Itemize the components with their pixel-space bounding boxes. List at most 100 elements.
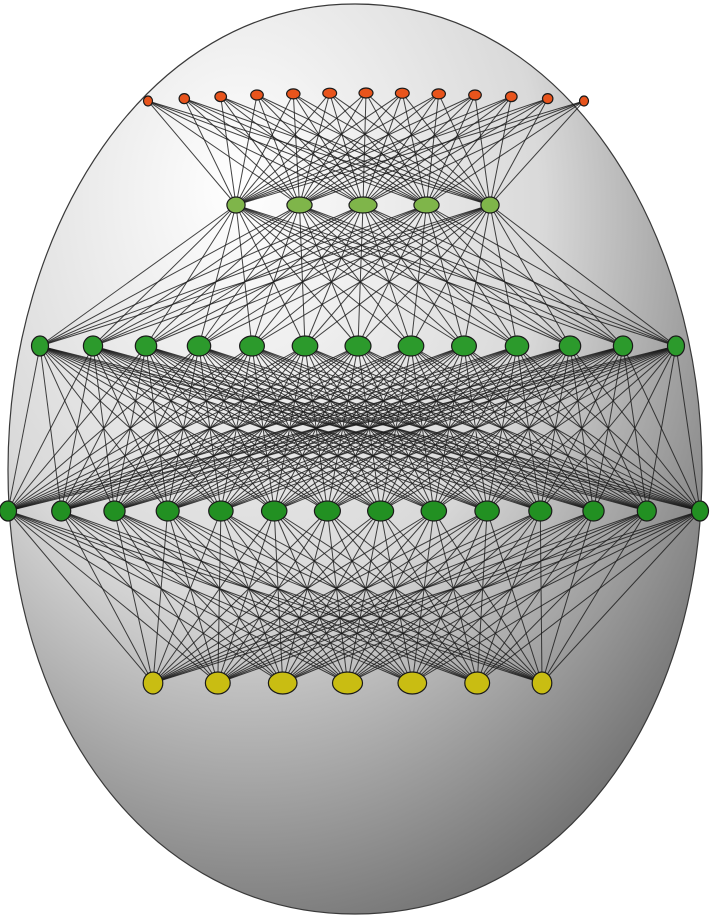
edge-upper-middle-4-band-a-12 [489, 204, 677, 347]
edge-upper-middle-4-band-a-0 [39, 204, 491, 347]
node-top-9 [468, 89, 482, 101]
edge-top-6-upper-middle-1 [299, 92, 367, 206]
node-band-b-2 [103, 500, 126, 522]
node-band-a-10 [558, 335, 582, 357]
edge-top-5-upper-middle-1 [299, 93, 331, 206]
node-band-b-4 [208, 500, 234, 522]
edge-band-b-10-bottom-0 [152, 510, 541, 684]
node-top-8 [431, 88, 446, 100]
edge-top-3-upper-middle-3 [256, 94, 427, 206]
edge-band-b-11-bottom-0 [152, 510, 594, 684]
edge-top-10-upper-middle-3 [426, 96, 512, 206]
edge-band-a-4-band-b-0 [7, 345, 253, 512]
edge-band-b-8-bottom-5 [433, 510, 478, 684]
edge-band-b-2-bottom-3 [114, 510, 348, 684]
edge-band-b-2-bottom-2 [114, 510, 284, 684]
node-band-b-1 [51, 500, 72, 522]
node-top-4 [285, 88, 301, 100]
edge-band-b-9-bottom-2 [282, 510, 488, 684]
edge-band-b-6-bottom-0 [152, 510, 328, 684]
edge-band-b-13-bottom-2 [282, 510, 701, 684]
node-band-b-7 [367, 500, 395, 522]
edge-band-a-9-band-b-0 [7, 345, 518, 512]
edge-band-b-13-bottom-0 [152, 510, 701, 684]
edge-upper-middle-4-band-a-4 [251, 204, 491, 347]
edge-top-8-upper-middle-0 [235, 93, 439, 206]
node-top-10 [504, 90, 518, 103]
edge-top-7-upper-middle-0 [235, 92, 403, 206]
edge-band-b-8-bottom-1 [217, 510, 435, 684]
edge-top-1-upper-middle-3 [184, 98, 427, 206]
edge-band-b-6-bottom-6 [327, 510, 543, 684]
edge-band-b-3-bottom-4 [167, 510, 413, 684]
edge-upper-middle-2-band-a-0 [39, 204, 364, 347]
edge-top-4-upper-middle-4 [293, 93, 491, 206]
node-band-a-4 [239, 335, 266, 357]
edge-upper-middle-4-band-a-8 [463, 204, 491, 347]
edge-band-b-7-bottom-0 [152, 510, 381, 684]
edge-upper-middle-4-band-a-1 [92, 204, 491, 347]
edge-upper-middle-3-band-a-2 [145, 204, 427, 347]
edge-upper-middle-4-band-a-11 [489, 204, 624, 347]
node-top-5 [322, 87, 338, 99]
edge-band-a-12-band-b-12 [646, 345, 677, 512]
node-bottom-1 [204, 671, 231, 695]
edge-band-b-4-bottom-0 [152, 510, 222, 684]
edge-upper-middle-1-band-a-0 [39, 204, 300, 347]
node-top-3 [250, 89, 264, 101]
edge-top-3-upper-middle-4 [256, 94, 491, 206]
edge-top-11-upper-middle-2 [362, 98, 548, 206]
edge-top-5-upper-middle-2 [329, 93, 364, 206]
edge-band-b-2-bottom-0 [114, 510, 154, 684]
edge-band-a-12-band-b-2 [114, 345, 677, 512]
edge-band-b-1-bottom-6 [61, 510, 543, 684]
edge-band-b-13-bottom-4 [412, 510, 701, 684]
edge-top-11-upper-middle-3 [426, 98, 549, 206]
edge-top-4-upper-middle-3 [292, 93, 427, 206]
edge-band-a-12-band-b-13 [675, 345, 701, 512]
edge-top-9-upper-middle-4 [474, 94, 491, 206]
edge-upper-middle-3-band-a-5 [304, 204, 427, 347]
node-band-a-6 [344, 335, 372, 357]
edge-top-11-upper-middle-4 [489, 98, 549, 206]
edge-band-a-6-band-b-0 [7, 345, 359, 512]
edge-top-5-upper-middle-4 [329, 92, 491, 206]
edge-band-b-3-bottom-0 [152, 510, 169, 684]
node-band-b-8 [420, 500, 448, 522]
node-bottom-2 [267, 671, 298, 695]
edge-band-b-8-bottom-4 [411, 510, 435, 684]
edge-band-a-3-band-b-0 [7, 345, 200, 512]
edge-top-5-upper-middle-0 [235, 92, 331, 206]
edge-band-a-12-band-b-10 [539, 345, 677, 512]
edge-upper-middle-0-band-a-0 [39, 204, 237, 347]
edge-band-a-12-band-b-11 [593, 345, 677, 512]
edge-upper-middle-0-band-a-4 [235, 204, 253, 347]
edge-band-b-10-bottom-2 [282, 510, 541, 684]
edge-band-a-12-band-b-8 [433, 345, 677, 512]
edge-band-b-12-bottom-2 [282, 510, 648, 684]
edge-band-b-10-bottom-1 [217, 510, 541, 684]
edge-top-6-upper-middle-2 [362, 92, 367, 206]
edge-upper-middle-4-band-a-2 [145, 204, 491, 347]
edge-upper-middle-4-band-a-10 [489, 204, 571, 347]
edge-band-b-5-bottom-6 [273, 510, 543, 684]
edge-band-b-2-bottom-5 [114, 510, 478, 684]
edge-band-b-13-bottom-6 [541, 510, 701, 684]
edge-band-b-9-bottom-3 [347, 510, 488, 684]
edge-upper-middle-1-band-a-4 [251, 204, 300, 347]
edge-band-b-11-bottom-3 [347, 510, 594, 684]
edge-upper-middle-0-band-a-3 [198, 204, 237, 347]
node-upper-middle-0 [226, 196, 246, 214]
node-band-b-0 [0, 500, 18, 522]
edge-band-b-12-bottom-3 [347, 510, 648, 684]
edge-band-b-1-bottom-5 [61, 510, 478, 684]
node-upper-middle-2 [348, 196, 378, 214]
edge-top-7-upper-middle-2 [362, 93, 403, 206]
edge-group [7, 92, 701, 684]
edge-band-b-13-bottom-1 [217, 510, 701, 684]
node-band-b-9 [474, 500, 500, 522]
edge-top-6-upper-middle-3 [365, 92, 427, 206]
edge-band-b-11-bottom-2 [282, 510, 594, 684]
